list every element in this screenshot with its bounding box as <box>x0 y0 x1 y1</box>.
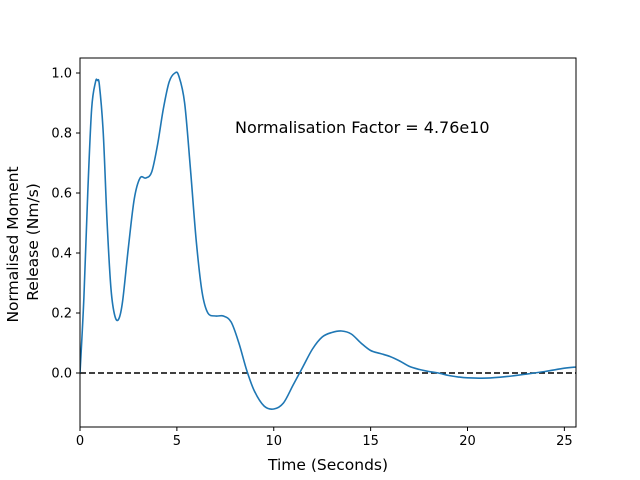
x-axis-title: Time (Seconds) <box>267 456 388 474</box>
y-tick-label: 0.0 <box>51 367 72 382</box>
normalisation-factor-annotation: Normalisation Factor = 4.76e10 <box>235 118 490 137</box>
x-axis-ticks: 0 5 10 15 20 25 <box>76 427 573 449</box>
x-tick-label: 25 <box>556 434 573 449</box>
y-axis-title-line-1: Normalised Moment <box>4 166 22 322</box>
y-tick-label: 1.0 <box>51 67 72 82</box>
y-tick-label: 0.6 <box>51 187 72 202</box>
y-axis-ticks: 0.0 0.2 0.4 0.6 0.8 1.0 <box>51 67 80 382</box>
x-tick-label: 5 <box>173 434 181 449</box>
x-tick-label: 0 <box>76 434 84 449</box>
x-tick-label: 15 <box>362 434 379 449</box>
y-tick-label: 0.2 <box>51 307 72 322</box>
x-tick-label: 10 <box>265 434 282 449</box>
y-tick-label: 0.8 <box>51 127 72 142</box>
plot-content <box>80 71 576 410</box>
series-line-0 <box>80 71 576 410</box>
plot-area <box>80 58 576 427</box>
y-tick-label: 0.4 <box>51 247 72 262</box>
axes-frame <box>79 57 577 428</box>
y-axis-title: Normalised Moment Release (Nm/s) <box>4 161 42 322</box>
y-axis-title-line-2: Release (Nm/s) <box>24 183 42 301</box>
x-tick-label: 20 <box>459 434 476 449</box>
plot-clip-group <box>80 71 576 410</box>
